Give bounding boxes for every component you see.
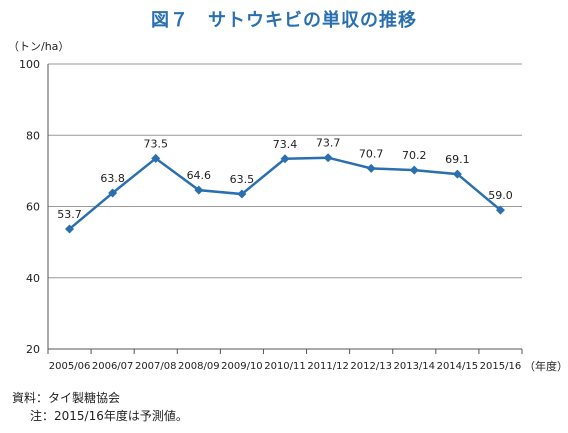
data-labels: 53.7 63.8 73.5 64.6 63.5 73.4 73.7 70.7 70.2 69.1…: [57, 137, 512, 221]
data-label: 70.2: [402, 149, 427, 162]
x-tick-label: 2013/14: [393, 361, 435, 372]
data-point: [65, 224, 75, 234]
data-label: 64.6: [187, 169, 212, 182]
data-point: [409, 165, 419, 175]
axes: [47, 64, 523, 354]
x-tick-label: 2012/13: [350, 361, 392, 372]
data-label: 59.0: [488, 189, 513, 202]
x-tick-label: 2006/07: [92, 361, 134, 372]
y-axis-unit-label: （トン/ha）: [8, 40, 69, 53]
x-tick-label: 2009/10: [221, 361, 263, 372]
y-tick-label: 80: [26, 129, 40, 142]
data-label: 63.8: [100, 172, 125, 185]
data-label: 63.5: [230, 173, 255, 186]
y-tick-label: 20: [26, 343, 40, 356]
data-label: 73.4: [273, 138, 298, 151]
data-point: [237, 189, 247, 199]
data-point: [366, 163, 376, 173]
chart-title: 図７ サトウキビの単収の推移: [151, 10, 417, 31]
x-tick-label: 2010/11: [264, 361, 306, 372]
y-tick-label: 40: [26, 272, 40, 285]
data-label: 53.7: [57, 208, 82, 221]
gridlines: [48, 63, 522, 279]
footnote: 注：2015/16年度は予測値。: [30, 409, 188, 423]
data-point: [151, 153, 161, 163]
y-tick-label: 100: [19, 58, 40, 71]
data-point: [323, 153, 333, 163]
x-tick-label: 2015/16: [480, 361, 522, 372]
data-label: 73.5: [143, 137, 168, 150]
x-tick-label: 2007/08: [135, 361, 177, 372]
data-label: 73.7: [316, 137, 341, 150]
data-point: [452, 169, 462, 179]
series-line: [68, 156, 502, 230]
data-points: [65, 153, 505, 234]
x-tick-label: 2008/09: [178, 361, 220, 372]
y-tick-label: 60: [26, 201, 40, 214]
x-tick-label: 2005/06: [49, 361, 91, 372]
data-point: [108, 188, 118, 198]
x-tick-label: 2014/15: [437, 361, 479, 372]
data-point: [194, 185, 204, 195]
source-note: 資料：タイ製糖協会: [12, 391, 121, 405]
x-tick-label: 2011/12: [307, 361, 349, 372]
data-point: [280, 154, 290, 164]
data-point: [495, 205, 505, 215]
data-label: 70.7: [359, 147, 384, 160]
data-label: 69.1: [445, 153, 470, 166]
x-axis-unit-label: （年度）: [524, 359, 568, 373]
